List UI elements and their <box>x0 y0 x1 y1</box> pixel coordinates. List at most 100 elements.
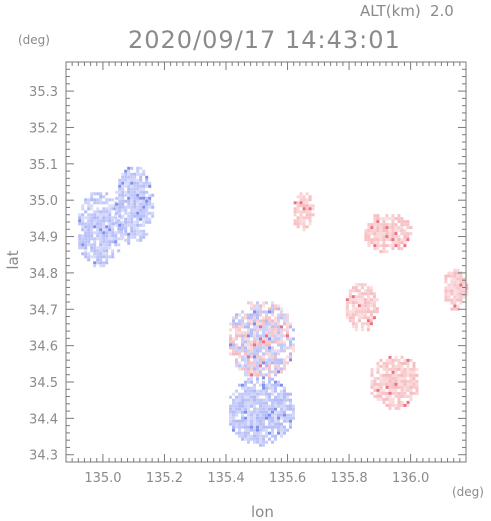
echo-cell <box>259 358 262 362</box>
echo-cell <box>277 383 280 387</box>
echo-cell <box>262 380 265 384</box>
echo-cell <box>302 198 306 202</box>
echo-cell <box>289 358 292 362</box>
echo-cell <box>456 277 460 281</box>
echo-cell <box>345 301 349 305</box>
echo-cell <box>145 211 149 215</box>
echo-cell <box>465 292 469 296</box>
echo-cell <box>256 380 259 384</box>
echo-cell <box>302 222 306 226</box>
echo-cell <box>238 346 241 350</box>
echo-cell <box>256 301 259 305</box>
echo-cell <box>99 246 103 250</box>
echo-cell <box>403 370 407 374</box>
echo-cell <box>462 280 466 284</box>
echo-cell <box>388 361 392 365</box>
echo-cell <box>286 313 289 317</box>
echo-cell <box>456 286 460 290</box>
echo-cell <box>265 364 268 368</box>
echo-cell <box>139 214 143 218</box>
echo-cell <box>379 244 383 248</box>
echo-cell <box>102 234 106 238</box>
echo-cell <box>397 367 401 371</box>
echo-cell <box>247 349 250 353</box>
echo-cell <box>136 187 140 191</box>
y-tick-label: 35.0 <box>29 194 58 209</box>
echo-cell <box>127 196 131 200</box>
echo-cell <box>450 274 454 278</box>
echo-cell <box>366 292 370 296</box>
echo-cell <box>280 431 283 435</box>
echo-cell <box>90 216 94 220</box>
echo-cell <box>388 400 392 404</box>
echo-cell <box>247 410 250 414</box>
echo-cell <box>241 334 244 338</box>
echo-cell <box>265 367 268 371</box>
echo-cell <box>366 295 370 299</box>
echo-cell <box>265 301 268 305</box>
echo-cell <box>238 352 241 356</box>
echo-cell <box>111 204 115 208</box>
echo-cell <box>96 234 100 238</box>
echo-cell <box>376 217 380 221</box>
echo-cell <box>305 207 309 211</box>
echo-cell <box>238 349 241 353</box>
echo-cell <box>256 370 259 374</box>
echo-cell <box>247 334 250 338</box>
echo-cell <box>286 404 289 408</box>
echo-cell <box>274 401 277 405</box>
echo-cell <box>265 373 268 377</box>
echo-cell <box>271 392 274 396</box>
echo-cell <box>274 395 277 399</box>
echo-cell <box>244 367 247 371</box>
echo-cell <box>363 310 367 314</box>
echo-cell <box>456 268 460 272</box>
echo-cell <box>292 416 295 420</box>
echo-cell <box>81 240 85 244</box>
echo-cell <box>453 280 457 284</box>
echo-cell <box>354 322 358 326</box>
echo-cell <box>259 431 262 435</box>
echo-cell <box>348 310 352 314</box>
echo-cell <box>283 349 286 353</box>
echo-cell <box>283 428 286 432</box>
echo-cell <box>96 231 100 235</box>
echo-cell <box>400 220 404 224</box>
echo-cell <box>250 404 253 408</box>
echo-cell <box>99 228 103 232</box>
echo-cell <box>253 428 256 432</box>
echo-cell <box>265 334 268 338</box>
echo-cell <box>286 392 289 396</box>
echo-cell <box>111 237 115 241</box>
echo-cell <box>406 394 410 398</box>
echo-cell <box>241 310 244 314</box>
echo-cell <box>382 247 386 251</box>
echo-cell <box>262 301 265 305</box>
echo-cell <box>232 325 235 329</box>
echo-cell <box>283 364 286 368</box>
echo-cell <box>394 388 398 392</box>
echo-cell <box>268 322 271 326</box>
echo-cell <box>124 238 128 242</box>
echo-cell <box>244 370 247 374</box>
echo-cell <box>139 178 143 182</box>
echo-cell <box>286 398 289 402</box>
echo-cell <box>93 246 97 250</box>
echo-cell <box>84 225 88 229</box>
echo-cell <box>265 398 268 402</box>
echo-cell <box>369 298 373 302</box>
echo-cell <box>117 249 121 253</box>
echo-cell <box>262 355 265 359</box>
echo-cell <box>450 283 454 287</box>
echo-cell <box>259 304 262 308</box>
echo-cell <box>394 373 398 377</box>
echo-cell <box>388 394 392 398</box>
echo-cell <box>367 229 371 233</box>
echo-cell <box>372 304 376 308</box>
echo-cell <box>145 202 149 206</box>
echo-cell <box>232 343 235 347</box>
echo-cell <box>262 398 265 402</box>
echo-cell <box>453 292 457 296</box>
echo-cell <box>262 334 265 338</box>
echo-cell <box>238 334 241 338</box>
